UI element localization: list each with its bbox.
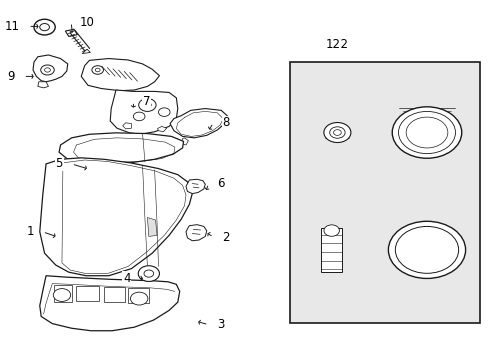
Text: 5: 5 — [56, 157, 63, 170]
Text: 7: 7 — [142, 95, 150, 108]
Polygon shape — [157, 126, 166, 132]
Polygon shape — [321, 228, 342, 272]
Circle shape — [398, 112, 454, 154]
Polygon shape — [170, 109, 227, 138]
Circle shape — [158, 108, 170, 116]
Circle shape — [40, 23, 49, 31]
Text: 4: 4 — [123, 272, 130, 285]
Polygon shape — [59, 133, 183, 164]
Text: 2: 2 — [222, 231, 229, 244]
Circle shape — [92, 66, 103, 74]
Polygon shape — [40, 158, 192, 276]
Circle shape — [143, 270, 153, 277]
Circle shape — [387, 221, 465, 278]
Circle shape — [139, 99, 156, 111]
Circle shape — [44, 68, 50, 72]
Circle shape — [133, 112, 144, 121]
Polygon shape — [38, 82, 48, 88]
Circle shape — [41, 65, 54, 75]
Text: 11: 11 — [4, 20, 20, 33]
Text: 12: 12 — [325, 38, 340, 51]
Circle shape — [143, 102, 151, 108]
Circle shape — [394, 226, 458, 273]
Circle shape — [95, 68, 100, 72]
Polygon shape — [128, 288, 148, 303]
Polygon shape — [65, 29, 77, 36]
Circle shape — [53, 289, 70, 301]
Circle shape — [329, 127, 345, 138]
Text: 10: 10 — [80, 15, 95, 28]
Polygon shape — [185, 179, 205, 194]
Circle shape — [323, 122, 350, 143]
Polygon shape — [147, 217, 157, 237]
Text: 3: 3 — [217, 318, 224, 331]
Text: 8: 8 — [222, 116, 229, 129]
Text: 6: 6 — [217, 177, 224, 190]
Polygon shape — [81, 59, 159, 91]
Text: 12: 12 — [332, 38, 347, 51]
Circle shape — [333, 130, 341, 135]
Polygon shape — [82, 49, 90, 54]
Polygon shape — [122, 123, 131, 129]
Text: 9: 9 — [7, 70, 15, 83]
Circle shape — [138, 266, 159, 282]
Circle shape — [406, 117, 447, 148]
Polygon shape — [54, 285, 71, 302]
Text: 1: 1 — [26, 225, 34, 238]
Polygon shape — [181, 138, 188, 145]
Bar — [289, 62, 479, 323]
Polygon shape — [33, 55, 68, 82]
Circle shape — [391, 107, 461, 158]
Polygon shape — [104, 287, 124, 302]
Circle shape — [34, 19, 55, 35]
Circle shape — [324, 225, 339, 236]
Circle shape — [130, 292, 147, 305]
Polygon shape — [110, 90, 178, 134]
Polygon shape — [76, 287, 99, 301]
Polygon shape — [40, 276, 180, 331]
Polygon shape — [185, 225, 206, 241]
